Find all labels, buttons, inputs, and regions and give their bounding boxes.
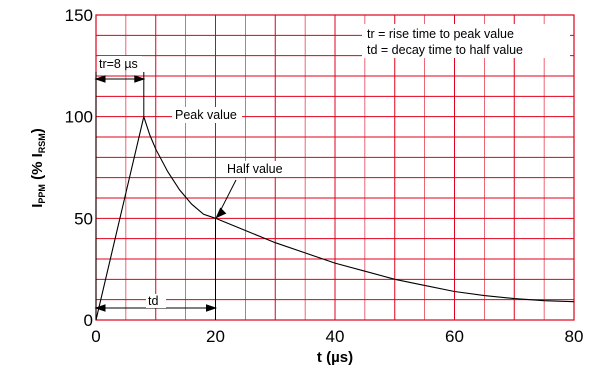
tr-label-box: [98, 56, 142, 71]
svg-text:IPPM (% IRSM): IPPM (% IRSM): [29, 128, 47, 208]
legend-line-1: tr = rise time to peak value: [367, 27, 514, 41]
x-axis-title: t (µs): [317, 349, 353, 366]
td-label-box: [146, 294, 166, 308]
half-label-box: [224, 161, 294, 177]
legend-box: [362, 24, 570, 58]
y-tick-label: 100: [65, 108, 93, 127]
peak-label-box: [172, 107, 242, 123]
x-tick-label: 80: [565, 327, 584, 346]
tick-labels: 0 20 40 60 80 0 50 100 150: [65, 6, 584, 346]
pulse-curve: [95, 114, 575, 321]
grid: [95, 14, 575, 321]
x-tick-label: 60: [445, 327, 464, 346]
x-tick-label: 40: [326, 327, 345, 346]
td-arrow-right: [206, 304, 218, 312]
half-value-pointer-arrowhead: [215, 207, 227, 219]
td-arrow-left: [94, 304, 106, 312]
half-label: Half value: [227, 162, 283, 176]
x-tick-label: 20: [206, 327, 225, 346]
td-label: td: [148, 294, 158, 308]
x-tick-label: 0: [91, 327, 100, 346]
y-tick-label: 150: [65, 6, 93, 25]
y-axis-title: IPPM (% IRSM): [29, 128, 47, 208]
y-tick-label: 50: [74, 209, 93, 228]
peak-label: Peak value: [175, 108, 237, 122]
tr-label: tr=8 µs: [99, 57, 138, 71]
y-tick-label: 0: [84, 311, 93, 330]
tr-arrow-left: [94, 75, 106, 83]
legend-line-2: td = decay time to half value: [367, 43, 523, 57]
tr-arrow-right: [134, 75, 146, 83]
